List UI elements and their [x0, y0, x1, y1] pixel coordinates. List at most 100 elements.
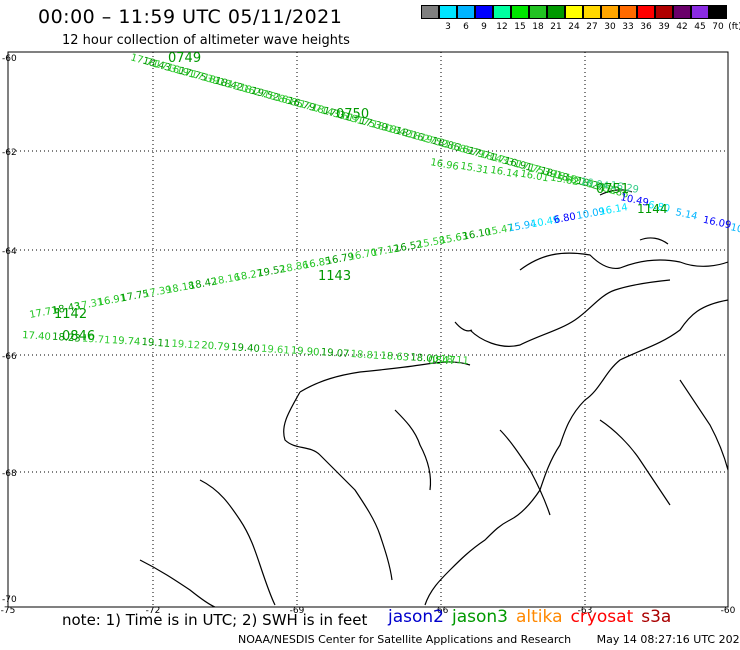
scale-swatch	[601, 5, 619, 19]
wave-height-label: 19.11	[141, 337, 170, 350]
longitude-label: -75	[1, 606, 16, 616]
scale-label: 70	[712, 22, 724, 32]
longitude-label: -60	[721, 606, 736, 616]
wave-height-label: 15.94	[507, 219, 537, 235]
wave-height-label: 15.58	[416, 235, 446, 251]
coastline	[139, 189, 729, 608]
pass-time-label: 0749	[168, 51, 201, 66]
satellite-legend: jason2 jason3 altika cryosat s3a	[388, 607, 679, 627]
footer: NOAA/NESDIS Center for Satellite Applica…	[238, 633, 740, 646]
latitude-label: -64	[2, 247, 17, 257]
wave-height-label: 10.93	[729, 222, 740, 239]
scale-unit: (ft)	[728, 22, 740, 32]
satellite-0: jason2	[388, 607, 444, 627]
scale-swatch	[691, 5, 709, 19]
latitude-label: -68	[2, 469, 17, 479]
wave-height-label: 16.52	[393, 239, 423, 255]
scale-label: 42	[676, 22, 688, 32]
wave-height-label: 16.85	[302, 256, 332, 272]
wave-height-label: 18.00	[410, 352, 439, 365]
wave-height-label: 18.23	[52, 332, 81, 345]
longitude-label: -69	[290, 606, 305, 616]
note-text: note: 1) Time is in UTC; 2) SWH is in fe…	[62, 611, 368, 629]
wave-height-label: 18.16	[211, 272, 241, 288]
scale-label: 18	[532, 22, 544, 32]
pass-time-label: 0750	[336, 107, 369, 122]
wave-height-label: 16.14	[489, 165, 519, 181]
scale-swatch	[511, 5, 529, 19]
wave-height-label: 19.52	[257, 264, 287, 280]
wave-height-label: 16.79	[325, 252, 355, 268]
wave-height-label: 15.31	[459, 161, 489, 177]
latitude-label: -62	[2, 148, 17, 158]
longitude-label: -66	[434, 606, 449, 616]
wave-height-label: 6.80	[647, 200, 671, 215]
scale-swatch	[583, 5, 601, 19]
wave-height-label: 19.74	[111, 335, 140, 348]
scale-swatch	[529, 5, 547, 19]
satellite-4: s3a	[641, 607, 672, 627]
wave-height-label: 10.09	[576, 206, 606, 222]
scale-swatch	[493, 5, 511, 19]
pass-time-label: 0847	[428, 354, 456, 367]
scale-label: 15	[514, 22, 526, 32]
wave-height-label: 19.90	[290, 345, 319, 358]
wave-height-label: 16.10	[462, 227, 492, 243]
wave-height-label: 15.82	[549, 172, 579, 188]
scale-swatch	[673, 5, 691, 19]
chart-title: 00:00 – 11:59 UTC 05/11/2021	[38, 6, 343, 28]
scale-swatch	[655, 5, 673, 19]
wave-height-label: 10.49	[530, 215, 560, 231]
wave-height-label: 19.12	[171, 339, 200, 352]
scale-swatch	[709, 5, 727, 19]
wave-height-label: 20.79	[201, 340, 230, 353]
footer-timestamp: May 14 08:27:16 UTC 2021	[596, 633, 740, 646]
wave-height-label: 5.14	[674, 207, 698, 222]
scale-label: 39	[658, 22, 670, 32]
wave-height-label: 15.63	[439, 231, 469, 247]
wave-height-label: 17.71	[29, 305, 59, 321]
wave-height-label: 16.29	[609, 180, 639, 196]
scale-swatch	[565, 5, 583, 19]
wave-height-label: 6.80	[553, 211, 577, 226]
wave-height-label: 17.75	[120, 289, 150, 305]
wave-height-label: 19.71	[81, 333, 110, 346]
longitude-label: -72	[146, 606, 161, 616]
wave-height-labels: 17.7118.4317.3116.9117.7517.3918.1818.42…	[22, 51, 740, 367]
scale-swatch	[421, 5, 439, 19]
satellite-3: cryosat	[570, 607, 634, 627]
scale-swatch	[439, 5, 457, 19]
satellite-2: altika	[516, 607, 563, 627]
wave-height-label: 19.07	[320, 347, 349, 360]
wave-height-label: 18.27	[234, 268, 264, 284]
wave-height-label: 16.01	[519, 169, 549, 185]
satellite-1: jason3	[452, 607, 508, 627]
scale-swatch	[457, 5, 475, 19]
latitude-label: -70	[2, 595, 17, 605]
pass-time-label: 1142	[54, 307, 87, 322]
wave-height-label: 16.96	[429, 157, 459, 173]
longitude-label: -63	[578, 606, 593, 616]
wave-height-label: 17.40	[22, 330, 51, 343]
latitude-label: -66	[2, 352, 17, 362]
wave-height-label: 17.31	[74, 297, 104, 313]
wave-height-label: 18.81	[350, 349, 379, 362]
wave-height-label: 16.70	[348, 247, 378, 263]
map-frame	[7, 51, 729, 608]
scale-label: 21	[550, 22, 562, 32]
scale-label: 9	[481, 22, 487, 32]
wave-height-label: 18.18	[165, 280, 195, 296]
scale-label: 6	[463, 22, 469, 32]
scale-label: 3	[445, 22, 451, 32]
wave-height-label: 18.42	[188, 276, 218, 292]
scale-label: 12	[496, 22, 508, 32]
wave-height-label: 16.94	[579, 176, 609, 192]
scale-label: 36	[640, 22, 652, 32]
latitude-label: -60	[2, 54, 17, 64]
pass-time-label: 0846	[62, 329, 95, 344]
wave-height-label: 18.11	[440, 354, 469, 367]
wave-height-label: 18.63	[380, 351, 409, 364]
pass-time-label: 1143	[318, 269, 351, 284]
